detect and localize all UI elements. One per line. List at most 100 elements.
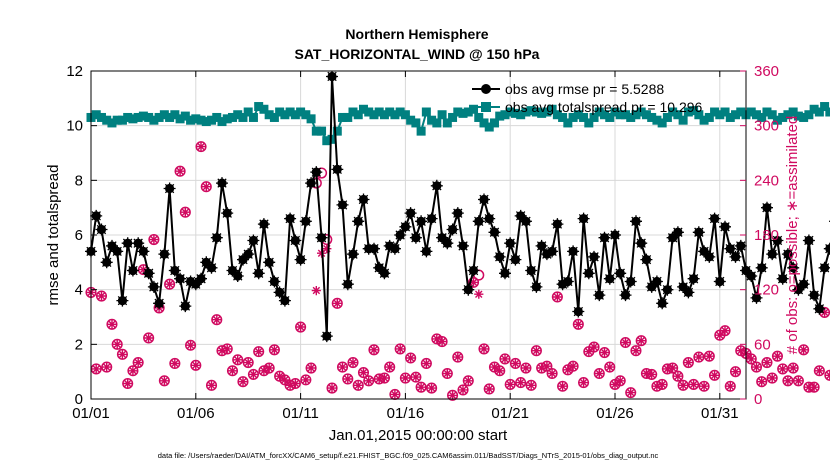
obs-assimilated-point: [474, 289, 484, 299]
totalspread-point: [631, 110, 641, 120]
rmse-point-star: [341, 278, 354, 291]
obs-possible-point: [352, 379, 364, 391]
totalspread-point: [400, 110, 410, 120]
totalspread-point: [117, 115, 127, 125]
rmse-point-star: [556, 278, 569, 291]
rmse-point-star: [451, 207, 464, 220]
obs-assimilated-point: [579, 378, 589, 388]
rmse-point-star: [797, 278, 810, 291]
obs-possible-point: [467, 276, 480, 288]
obs-assimilated-point: [489, 362, 500, 372]
totalspread-point: [243, 107, 253, 117]
obs-possible-point: [247, 368, 259, 380]
obs-assimilated-point: [222, 344, 232, 354]
rmse-point-star: [383, 239, 396, 252]
rmse-point-star: [163, 182, 176, 195]
obs-assimilated-point: [269, 345, 279, 355]
obs-assimilated-point: [568, 361, 578, 371]
obs-assimilated-point: [552, 292, 562, 302]
rmse-point-star: [781, 248, 794, 261]
obs-possible-point: [457, 384, 469, 396]
totalspread-point: [290, 110, 300, 120]
rmse-point-star: [708, 212, 721, 225]
obs-possible-point: [363, 375, 375, 387]
totalspread-point: [746, 107, 756, 117]
obs-assimilated-point: [736, 346, 746, 356]
totalspread-point: [91, 110, 101, 120]
rmse-point-star: [326, 70, 338, 83]
obs-possible-point: [703, 350, 715, 362]
rmse-point-star: [289, 234, 302, 247]
rmse-point-star: [514, 209, 527, 222]
obs-assimilated-point: [144, 333, 154, 343]
rmse-point-star: [802, 234, 815, 247]
totalspread-point: [364, 107, 374, 117]
obs-assimilated-point: [730, 367, 741, 377]
y-right-tick-label: 60: [754, 336, 771, 353]
rmse-point-star: [315, 231, 328, 244]
obs-assimilated-point: [757, 377, 767, 387]
rmse-point-star: [703, 250, 716, 263]
totalspread-point: [301, 110, 311, 120]
ticks: 01/01 01/06 01/11 01/16 01/21 01/26 01/31 0 2 4 6 8…: [66, 63, 779, 422]
rmse-point-star: [388, 242, 401, 255]
obs-possible-point: [525, 379, 537, 391]
rmse-point-star: [336, 198, 349, 211]
obs-possible-point: [116, 348, 128, 360]
obs-assimilated-point: [406, 353, 416, 363]
obs-assimilated-point: [793, 376, 803, 386]
y-right-tick-label: 360: [754, 63, 779, 80]
rmse-point-star: [619, 289, 632, 302]
totalspread-point: [484, 122, 494, 132]
totalspread-point: [458, 108, 468, 118]
obs-assimilated-point: [259, 366, 269, 376]
totalspread-point: [537, 108, 547, 118]
rmse-point-star: [263, 256, 276, 269]
obs-assimilated-point: [615, 376, 625, 386]
rmse-point-star: [378, 267, 391, 280]
totalspread-point: [804, 110, 814, 120]
totalspread-point: [421, 107, 431, 117]
obs-assimilated-point: [170, 358, 180, 369]
obs-possible-point: [598, 346, 611, 359]
obs-assimilated-point: [348, 358, 358, 368]
totalspread-point: [296, 107, 306, 117]
obs-assimilated-point: [374, 374, 384, 384]
obs-possible-point: [693, 351, 705, 363]
obs-assimilated-point: [479, 344, 489, 354]
obs-possible-point: [357, 367, 370, 379]
obs-assimilated-point: [264, 363, 274, 373]
obs-assimilated-point: [107, 319, 117, 329]
totalspread-point: [201, 117, 211, 127]
rmse-point-star: [761, 201, 773, 214]
totalspread-point: [757, 112, 767, 122]
totalspread-point: [547, 104, 557, 114]
rmse-point-star: [111, 245, 124, 258]
rmse-point-star: [132, 237, 145, 250]
obs-assimilated-point: [720, 326, 730, 336]
obs-possible-point: [688, 378, 700, 390]
obs-possible-point: [185, 339, 197, 351]
totalspread-point: [285, 107, 295, 117]
obs-assimilated-point: [296, 322, 306, 332]
totalspread-point: [322, 136, 332, 146]
obs-assimilated-point: [364, 376, 374, 386]
totalspread-point: [720, 107, 730, 117]
rmse-point-star: [100, 256, 113, 269]
rmse-point-star: [106, 239, 118, 252]
totalspread-point: [254, 102, 264, 112]
obs-assimilated-point: [427, 383, 437, 393]
obs-assimilated-point: [128, 366, 138, 376]
y-right-tick-label: 120: [754, 282, 779, 299]
totalspread-point: [489, 118, 499, 128]
rmse-point-star: [457, 239, 469, 252]
x-tick-label: 01/26: [596, 405, 634, 422]
totalspread-point: [820, 102, 830, 112]
rmse-point-star: [472, 215, 485, 228]
obs-possible-point: [709, 369, 721, 381]
obs-possible-point: [205, 379, 218, 391]
rmse-point-star: [368, 242, 380, 255]
totalspread-point: [783, 110, 793, 120]
obs-possible-point: [447, 389, 459, 401]
obs-assimilated-point: [463, 376, 473, 386]
